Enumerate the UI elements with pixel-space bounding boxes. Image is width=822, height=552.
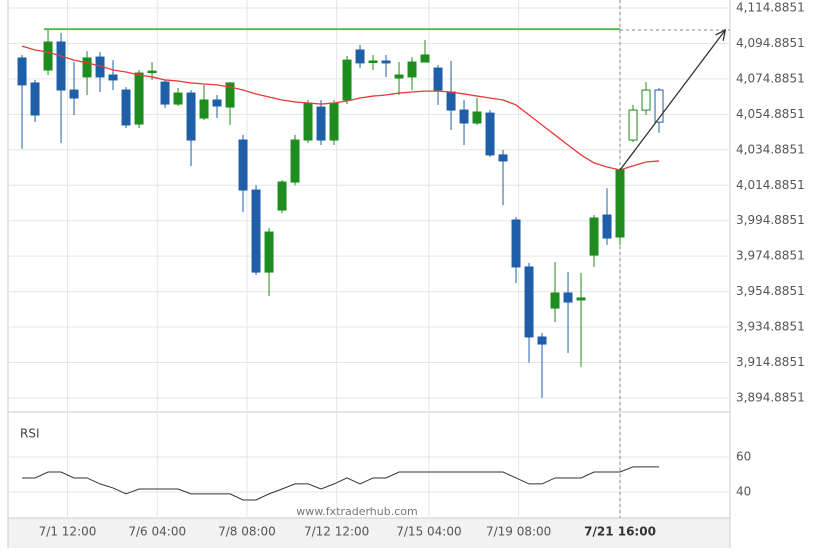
candle-body: [212, 99, 222, 107]
candle-body: [186, 92, 196, 141]
y-tick-label: 4,014.8851: [736, 178, 805, 192]
rsi-label: RSI: [20, 427, 40, 441]
candle-body: [550, 292, 560, 309]
x-tick-label: 7/8 08:00: [218, 525, 276, 539]
candle-body: [82, 57, 92, 78]
x-tick-label: 7/21 16:00: [584, 525, 656, 539]
candle-body: [420, 54, 430, 63]
candle-body: [459, 109, 469, 124]
candle-body: [472, 111, 482, 124]
candle-body: [43, 41, 53, 71]
candle-body: [251, 189, 261, 273]
x-tick-label: 7/19 08:00: [486, 525, 551, 539]
y-tick-label: 3,954.8851: [736, 284, 805, 298]
candle-body: [446, 91, 456, 111]
candle-body: [290, 139, 300, 183]
y-tick-label: 4,094.8851: [736, 36, 805, 50]
y-tick-label: 4,034.8851: [736, 142, 805, 156]
candle-body: [511, 219, 521, 268]
candle-body: [654, 89, 664, 123]
x-tick-label: 7/12 12:00: [304, 525, 369, 539]
y-tick-label: 3,894.8851: [736, 390, 805, 404]
candle-body: [641, 89, 651, 111]
y-tick-label: 4,054.8851: [736, 107, 805, 121]
candle-body: [615, 169, 625, 238]
candle-body: [147, 70, 157, 74]
y-tick-label: 3,934.8851: [736, 320, 805, 334]
candle-body: [368, 60, 378, 63]
x-tick-label: 7/15 04:00: [396, 525, 461, 539]
y-tick-label: 4,114.8851: [736, 1, 805, 15]
candle-body: [342, 59, 352, 101]
candle-body: [225, 82, 235, 108]
candle-body: [485, 112, 495, 156]
candle-body: [134, 72, 144, 125]
arrow-head: [715, 28, 727, 41]
candle-body: [30, 82, 40, 116]
candle-body: [589, 217, 599, 256]
candle-body: [303, 102, 313, 141]
candle-body: [355, 49, 365, 64]
candle-body: [277, 181, 287, 211]
y-tick-label: 3,974.8851: [736, 249, 805, 263]
candle-body: [524, 266, 534, 338]
candle-body: [628, 109, 638, 141]
watermark: www.fxtraderhub.com: [296, 505, 417, 518]
candle-body: [498, 154, 508, 162]
candle-body: [602, 214, 612, 239]
candle-body: [433, 67, 443, 91]
rsi-line: [22, 466, 660, 501]
candle-body: [537, 336, 547, 345]
candle-body: [56, 41, 66, 91]
y-tick-label: 3,914.8851: [736, 355, 805, 369]
candle-body: [563, 292, 573, 303]
rsi-tick-label: 40: [736, 484, 751, 498]
candle-body: [199, 99, 209, 119]
candle-body: [316, 106, 326, 141]
candle-body: [264, 231, 274, 273]
moving-average: [21, 45, 660, 171]
x-tick-label: 7/6 04:00: [128, 525, 186, 539]
candle-body: [329, 102, 339, 141]
y-tick-label: 4,074.8851: [736, 71, 805, 85]
candle-body: [238, 139, 248, 191]
candle-body: [108, 74, 118, 81]
candle-body: [576, 297, 586, 301]
candle-body: [160, 81, 170, 105]
candle-body: [69, 89, 79, 99]
candle-body: [394, 74, 404, 79]
rsi-tick-label: 60: [736, 449, 751, 463]
candle-body: [17, 57, 27, 86]
y-tick-label: 3,994.8851: [736, 213, 805, 227]
candle-body: [121, 89, 131, 126]
x-tick-label: 7/1 12:00: [39, 525, 97, 539]
candle-body: [381, 60, 391, 64]
candle-body: [407, 61, 417, 78]
x-axis-strip: [8, 518, 730, 548]
candle-body: [173, 92, 183, 105]
projection-arrow: [619, 29, 726, 171]
